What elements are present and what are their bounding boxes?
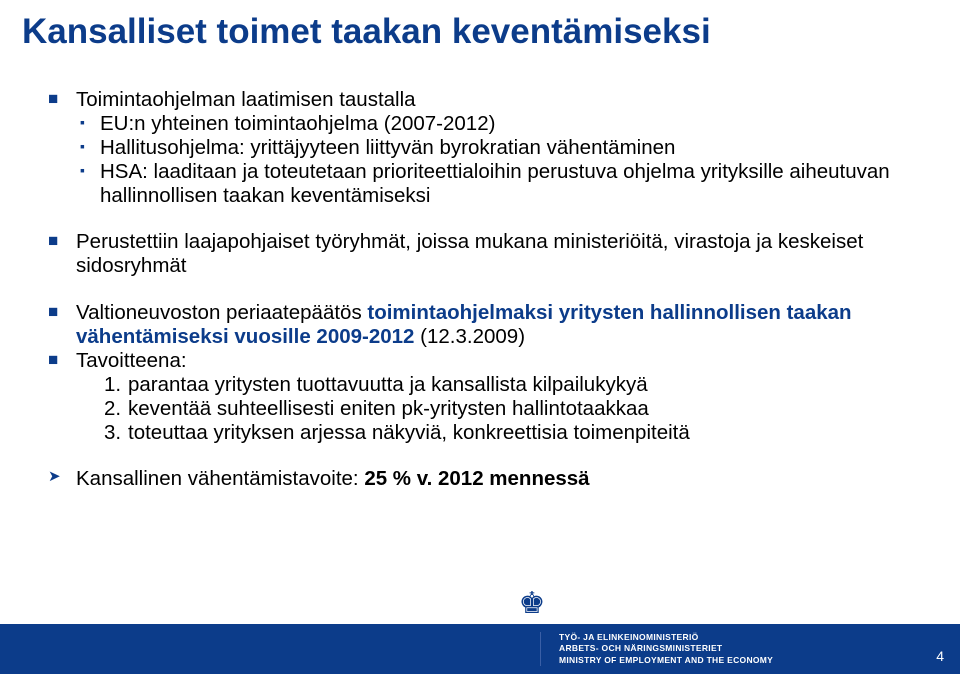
spacer	[48, 279, 920, 301]
footer-bar: TYÖ- JA ELINKEINOMINISTERIÖ ARBETS- OCH …	[0, 624, 960, 674]
emblem-wrap: ♚	[512, 586, 552, 622]
spacer	[48, 445, 920, 467]
ordered-list: parantaa yritysten tuottavuutta ja kansa…	[48, 373, 920, 445]
ministry-line: ARBETS- OCH NÄRINGSMINISTERIET	[559, 643, 773, 654]
bullet-section4-heading: Tavoitteena:	[48, 349, 920, 373]
slide-title: Kansalliset toimet taakan keventämiseksi	[22, 12, 938, 52]
ministry-line: MINISTRY OF EMPLOYMENT AND THE ECONOMY	[559, 655, 773, 666]
slide: Kansalliset toimet taakan keventämiseksi…	[0, 0, 960, 674]
bullet-section1-item: HSA: laaditaan ja toteutetaan prioriteet…	[48, 160, 920, 208]
footer-divider	[540, 632, 541, 666]
section3-lead: Valtioneuvoston periaatepäätös	[76, 301, 367, 324]
goal-lead: Kansallinen vähentämistavoite:	[76, 467, 364, 490]
bullet-goal: Kansallinen vähentämistavoite: 25 % v. 2…	[48, 467, 920, 491]
bullet-section3: Valtioneuvoston periaatepäätös toimintao…	[48, 301, 920, 349]
lion-emblem-icon: ♚	[519, 589, 546, 619]
slide-body: Toimintaohjelman laatimisen taustalla EU…	[48, 88, 920, 491]
ministry-name: TYÖ- JA ELINKEINOMINISTERIÖ ARBETS- OCH …	[559, 632, 773, 666]
goal-bold: 25 % v. 2012 mennessä	[364, 467, 589, 490]
ordered-item: toteuttaa yrityksen arjessa näkyviä, kon…	[128, 421, 920, 445]
bullet-section2: Perustettiin laajapohjaiset työryhmät, j…	[48, 230, 920, 278]
ordered-item: keventää suhteellisesti eniten pk-yritys…	[128, 397, 920, 421]
bullet-section1-item: Hallitusohjelma: yrittäjyyteen liittyvän…	[48, 136, 920, 160]
bullet-section1-heading: Toimintaohjelman laatimisen taustalla	[48, 88, 920, 112]
footer-inner: TYÖ- JA ELINKEINOMINISTERIÖ ARBETS- OCH …	[0, 624, 960, 674]
ordered-item: parantaa yritysten tuottavuutta ja kansa…	[128, 373, 920, 397]
page-number: 4	[936, 648, 944, 664]
bullet-section1-item: EU:n yhteinen toimintaohjelma (2007-2012…	[48, 112, 920, 136]
spacer	[48, 208, 920, 230]
ministry-line: TYÖ- JA ELINKEINOMINISTERIÖ	[559, 632, 773, 643]
section3-tail: (12.3.2009)	[420, 325, 525, 348]
